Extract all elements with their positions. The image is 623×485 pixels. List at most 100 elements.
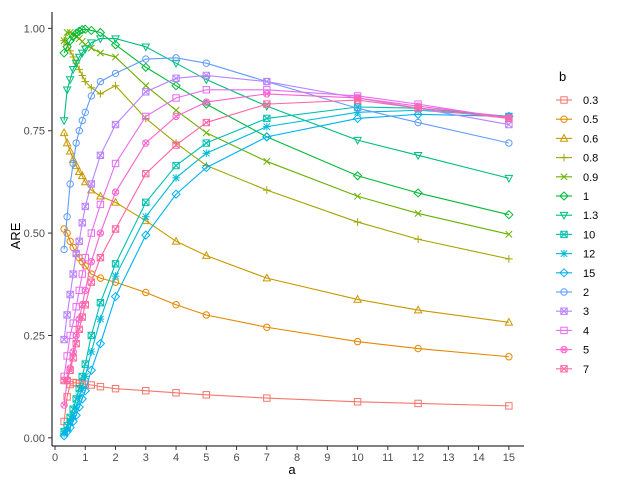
data-point — [87, 258, 96, 266]
legend-item-0.3: 0.3 — [556, 95, 598, 107]
data-point — [263, 394, 271, 402]
x-tick-label: 3 — [143, 452, 149, 464]
data-point — [63, 311, 71, 319]
x-axis-title: a — [288, 462, 296, 477]
legend-item-12: 12 — [556, 249, 595, 261]
data-point — [202, 98, 211, 106]
data-point — [262, 273, 272, 282]
data-point — [171, 236, 181, 245]
legend-label: 7 — [583, 364, 589, 376]
data-point — [172, 301, 180, 309]
data-point — [505, 402, 513, 410]
legend-item-0.6: 0.6 — [556, 133, 598, 145]
data-point — [96, 253, 105, 262]
data-point — [263, 186, 271, 194]
data-point — [87, 92, 96, 100]
x-tick-label: 15 — [503, 452, 515, 464]
series-line-0.5 — [63, 228, 509, 358]
data-point — [414, 399, 422, 408]
data-point — [72, 249, 80, 258]
data-point — [96, 200, 105, 209]
data-point — [62, 86, 72, 95]
data-point — [74, 166, 84, 175]
data-point-cross — [97, 230, 104, 236]
data-point — [69, 159, 77, 168]
legend-key-marker — [560, 326, 568, 335]
x-tick-label: 10 — [351, 452, 363, 464]
legend-item-4: 4 — [556, 325, 589, 337]
data-point — [142, 170, 150, 178]
x-tick-label: 5 — [203, 452, 209, 464]
data-point — [504, 174, 514, 184]
data-point — [77, 49, 87, 58]
data-point — [263, 114, 271, 123]
data-point — [69, 354, 77, 362]
data-point — [505, 230, 513, 238]
data-point-cross — [82, 287, 88, 294]
series-3 — [60, 71, 513, 344]
series-10 — [60, 103, 513, 436]
data-point — [111, 197, 120, 206]
data-point — [63, 425, 71, 434]
legend-item-7: 7 — [556, 364, 589, 376]
series-line-15 — [63, 113, 509, 437]
data-point — [96, 151, 105, 160]
data-point — [141, 230, 151, 240]
legend-label: 1.3 — [583, 210, 598, 222]
data-point — [352, 113, 363, 124]
data-point — [142, 112, 150, 121]
data-point — [81, 108, 89, 117]
data-point — [141, 62, 151, 72]
legend-key-marker — [560, 307, 568, 315]
x-tick-label: 7 — [264, 452, 270, 464]
data-point — [60, 245, 68, 254]
y-tick-label: 0.75 — [24, 126, 45, 138]
data-point — [95, 338, 106, 349]
data-point — [96, 77, 105, 86]
series-line-0.3 — [63, 381, 509, 422]
data-point — [63, 213, 71, 221]
data-point — [505, 255, 513, 263]
legend-key-marker — [560, 249, 568, 258]
legend-item-3: 3 — [556, 306, 589, 318]
data-point — [78, 270, 86, 278]
data-point — [86, 365, 97, 375]
data-point — [66, 180, 74, 188]
data-point — [66, 237, 74, 245]
data-point — [172, 54, 180, 62]
data-point — [60, 37, 68, 45]
y-tick-label: 0.50 — [24, 228, 45, 240]
data-point — [352, 171, 363, 181]
legend-key-marker — [560, 288, 568, 296]
legend-label: 5 — [583, 345, 589, 357]
series-line-7 — [64, 99, 509, 382]
series-line-12 — [63, 109, 509, 435]
data-point — [69, 53, 77, 61]
series-1 — [59, 24, 514, 220]
data-point — [414, 118, 422, 127]
data-point — [111, 159, 120, 168]
series-line-10 — [63, 106, 509, 432]
data-point — [71, 160, 81, 169]
series-line-0.8 — [63, 40, 509, 260]
data-point — [111, 69, 120, 78]
data-point — [80, 386, 90, 396]
data-point — [202, 149, 211, 158]
data-point — [65, 76, 75, 85]
data-point — [172, 161, 180, 170]
data-point — [413, 188, 423, 198]
x-tick-label: 4 — [173, 452, 179, 464]
data-point — [505, 353, 513, 361]
series-15 — [59, 109, 514, 441]
data-point — [202, 129, 210, 137]
data-point — [353, 136, 363, 145]
data-point — [71, 28, 81, 38]
data-point — [353, 337, 362, 346]
series-2 — [60, 54, 513, 254]
data-point — [172, 94, 180, 102]
data-point — [63, 376, 71, 385]
data-point — [111, 120, 120, 129]
data-point — [86, 25, 97, 36]
data-point — [202, 86, 211, 94]
data-point — [60, 429, 68, 438]
